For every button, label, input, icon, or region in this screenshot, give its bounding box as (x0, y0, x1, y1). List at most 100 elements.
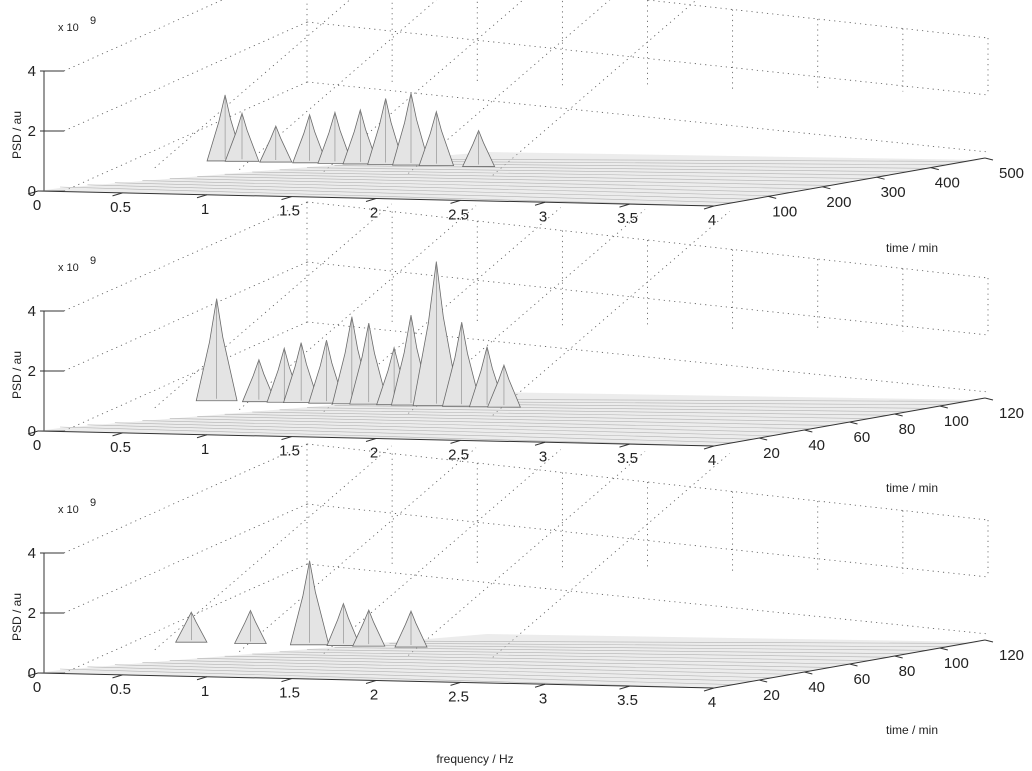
surface-contour (361, 163, 927, 169)
frequency-tick (365, 198, 377, 202)
frequency-tick-label: 4 (708, 452, 716, 469)
time-tick-label: 300 (881, 184, 906, 201)
surface-contour (197, 175, 811, 190)
psd-axis-label: PSD / au (10, 351, 24, 399)
time-tick-label: 20 (763, 687, 780, 704)
time-tick-label: 500 (999, 165, 1024, 182)
grid-line (239, 447, 477, 652)
frequency-tick-label: 0 (33, 437, 41, 454)
surface-contour (114, 182, 753, 200)
surface-contour (334, 165, 908, 173)
frequency-tick (703, 205, 715, 210)
surface-contour (307, 649, 889, 658)
surface-contour (224, 173, 831, 186)
grid-line (492, 453, 730, 658)
time-tick-label: 40 (808, 679, 825, 696)
surface-contour (142, 662, 773, 679)
frequency-tick (365, 680, 377, 684)
frequency-tick-label: 1 (201, 201, 209, 218)
time-tick-label: 100 (944, 655, 969, 672)
surface-contour (279, 409, 869, 419)
frequency-tick-label: 3 (539, 690, 547, 707)
frequency-tick-label: 0 (33, 679, 41, 696)
z-tick-label: 4 (28, 545, 36, 562)
frequency-tick-label: 3.5 (617, 692, 638, 709)
surface-contour (279, 169, 869, 179)
z-tick-label: 4 (28, 303, 36, 320)
grid-line (154, 0, 351, 169)
grid-line (492, 0, 697, 176)
frequency-tick (281, 196, 292, 201)
frequency-tick-label: 3.5 (617, 210, 638, 227)
frequency-tick (27, 430, 39, 435)
surface-contour (389, 642, 947, 648)
time-tick-label: 60 (854, 671, 871, 688)
frequency-tick-label: 1 (201, 441, 209, 458)
frequency-tick-label: 2.5 (448, 446, 469, 463)
grid-line (408, 0, 611, 174)
frequency-tick (703, 687, 715, 692)
time-axis-label: time / min (886, 481, 938, 495)
surface-contour (87, 666, 734, 685)
frequency-tick (450, 439, 461, 444)
time-tick (768, 195, 777, 199)
z-tick-label: 2 (28, 363, 36, 380)
frequency-tick-label: 1.5 (279, 203, 300, 220)
grid-line (63, 261, 308, 372)
frequency-tick (365, 438, 377, 442)
surface-contour (114, 422, 753, 440)
surface-contour (416, 640, 966, 644)
grid-line (154, 445, 392, 651)
surface-contour (59, 186, 715, 207)
z-tick-label: 2 (28, 123, 36, 140)
figure-x-axis-label: frequency / Hz (436, 752, 513, 766)
z-tick-label: 0 (28, 423, 36, 440)
grid-line (323, 449, 561, 654)
surface-contour (114, 664, 753, 682)
frequency-tick-label: 2.5 (448, 206, 469, 223)
surface-contour (59, 668, 715, 689)
time-axis-label: time / min (886, 241, 938, 255)
frequency-tick-label: 2 (370, 445, 378, 462)
surface-contour (252, 171, 850, 183)
frequency-tick-label: 2 (370, 205, 378, 222)
frequency-tick-label: 0.5 (110, 439, 131, 456)
frequency-tick-label: 1.5 (279, 443, 300, 460)
frequency-tick (534, 441, 546, 446)
surface-floor (38, 152, 980, 206)
grid-line (63, 0, 224, 72)
surface-contour (59, 426, 715, 447)
time-tick (759, 437, 768, 441)
time-tick-label: 200 (826, 194, 851, 211)
z-tick-label: 4 (28, 63, 36, 80)
time-tick-label: 400 (935, 175, 960, 192)
frequency-tick (196, 434, 208, 439)
panel-1: 0 2 4 x 10 9 PSD / au 0 0.5 1 1.5 2 2.5 3 3.5 4 100 200 3… (10, 0, 1024, 255)
surface-contour (197, 415, 811, 430)
surface-contour (169, 178, 792, 193)
time-tick-label: 80 (899, 663, 916, 680)
z-tick-label: 2 (28, 605, 36, 622)
surface-contour (252, 653, 850, 665)
frequency-tick (112, 432, 123, 437)
surface-floor (38, 392, 980, 446)
surface-contour (169, 418, 792, 433)
frequency-tick-label: 1.5 (279, 685, 300, 702)
time-tick (894, 655, 903, 659)
frequency-tick (27, 190, 39, 195)
frequency-tick (27, 672, 39, 677)
time-tick-label: 40 (808, 437, 825, 454)
frequency-tick-label: 1 (201, 683, 209, 700)
frequency-tick (534, 201, 546, 206)
frequency-tick-label: 0 (33, 197, 41, 214)
time-tick-label: 80 (899, 421, 916, 438)
time-tick-label: 20 (763, 445, 780, 462)
time-tick-label: 60 (854, 429, 871, 446)
time-tick (939, 647, 948, 651)
surface-contour (87, 184, 734, 203)
frequency-tick (112, 192, 123, 197)
frequency-tick (281, 678, 292, 683)
frequency-tick-label: 3.5 (617, 450, 638, 467)
time-tick (984, 397, 994, 401)
frequency-tick (281, 436, 292, 441)
